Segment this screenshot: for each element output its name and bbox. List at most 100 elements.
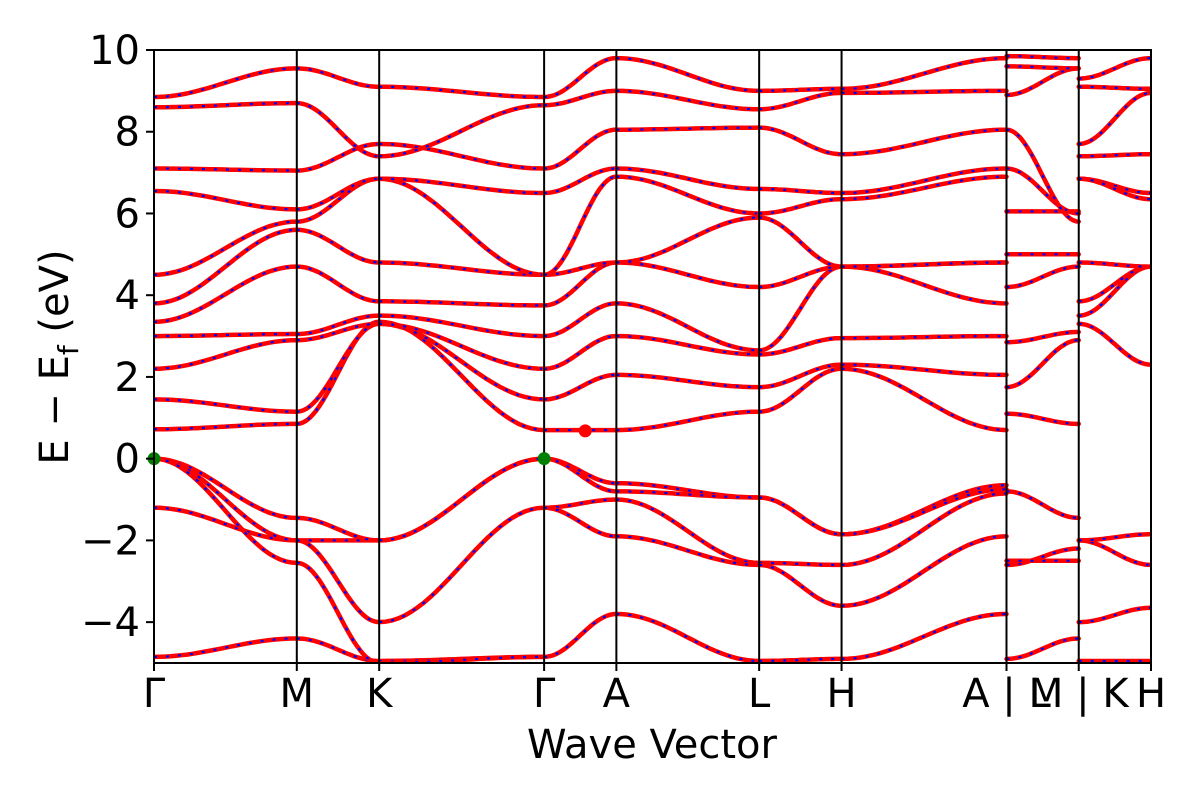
band-line: [1076, 264, 1151, 318]
band-line: [541, 611, 619, 660]
band-line: [839, 362, 1009, 378]
band-line-overlay: [1078, 261, 1151, 268]
band-line: [839, 366, 1009, 433]
band-line-overlay: [544, 128, 617, 170]
band-line: [294, 264, 382, 304]
x-tick-label: Γ: [533, 671, 556, 717]
band-line-overlay: [154, 228, 297, 305]
band-line-overlay: [1006, 265, 1079, 289]
band-line-overlay: [759, 126, 842, 156]
y-tick-label: 4: [115, 273, 140, 319]
band-line: [839, 260, 1009, 269]
band-line-overlay: [154, 637, 297, 658]
band-line-overlay: [1078, 153, 1151, 158]
band-line-overlay: [1078, 265, 1151, 303]
y-tick-label: 0: [115, 437, 140, 483]
band-line-overlay: [841, 612, 1007, 660]
band-line-overlay: [544, 57, 617, 99]
band-line: [839, 491, 1009, 568]
band-line-overlay: [616, 89, 760, 111]
band-line-overlay: [296, 142, 380, 172]
band-line-overlay: [841, 265, 1007, 305]
band-line-overlay: [616, 261, 760, 289]
band-line: [756, 125, 844, 157]
band-line-overlay: [759, 363, 842, 389]
band-line-overlay: [759, 563, 842, 607]
band-line: [376, 176, 547, 196]
band-line: [541, 333, 619, 372]
band-line: [1076, 321, 1151, 367]
band-line-overlay: [154, 265, 297, 323]
band-line-overlay: [154, 67, 297, 99]
band-line-overlay: [544, 506, 617, 538]
band-line: [839, 333, 1009, 341]
band-line-overlay: [616, 175, 760, 215]
band-line: [839, 174, 1009, 202]
band-line-overlay: [1006, 67, 1079, 97]
x-tick-label: M: [280, 671, 315, 717]
band-line: [294, 176, 382, 224]
band-line-overlay: [544, 302, 617, 338]
band-line: [376, 456, 547, 543]
band-line-overlay: [296, 516, 380, 542]
band-line: [376, 260, 547, 278]
band-line: [756, 495, 844, 537]
band-line-overlay: [543, 175, 617, 276]
band-line-overlay: [544, 612, 617, 658]
band-line-overlay: [759, 198, 842, 215]
band-line: [294, 66, 382, 90]
band-line-overlay: [1006, 65, 1079, 70]
band-line-overlay: [616, 612, 760, 663]
band-line-overlay: [1006, 330, 1079, 344]
x-tick-label: H: [1136, 671, 1166, 717]
band-line: [614, 611, 762, 663]
y-axis-label: E − Ef (eV): [32, 249, 85, 464]
band-line-overlay: [296, 102, 380, 158]
band-line: [294, 141, 382, 173]
y-tick-label: 6: [115, 191, 140, 237]
band-line: [614, 489, 762, 500]
band-line-overlay: [759, 265, 842, 289]
band-line-overlay: [154, 220, 297, 276]
band-line-overlay: [1078, 85, 1151, 90]
band-line: [839, 534, 1009, 609]
band-line-overlay: [1078, 177, 1151, 201]
band-line-overlay: [379, 177, 545, 276]
x-tick-label: M | K: [1029, 671, 1130, 717]
band-line-overlay: [759, 561, 842, 566]
band-line-overlay: [1006, 128, 1079, 223]
y-tick-label: 10: [89, 28, 140, 74]
band-line-overlay: [841, 488, 1007, 536]
band-line: [294, 560, 382, 663]
band-line-overlay: [1006, 490, 1079, 519]
x-tick-label: K: [366, 671, 394, 717]
band-line-overlay: [154, 339, 297, 370]
band-line: [376, 299, 547, 308]
band-line-overlay: [759, 265, 842, 352]
x-tick-label: Γ: [143, 671, 166, 717]
band-line: [294, 227, 382, 265]
band-line: [376, 141, 547, 171]
band-line-overlay: [759, 91, 842, 111]
band-line: [614, 215, 762, 265]
band-line-overlay: [296, 265, 380, 303]
band-line-overlay: [296, 228, 380, 264]
band-line-overlay: [616, 57, 760, 92]
band-line-overlay: [154, 457, 297, 542]
band-line-overlay: [616, 335, 760, 356]
band-line-overlay: [1078, 322, 1151, 366]
band-line-overlay: [1006, 412, 1079, 425]
band-line: [839, 88, 1009, 96]
band-line-overlay: [1006, 547, 1079, 566]
band-line-overlay: [759, 87, 842, 92]
band-line-overlay: [379, 104, 545, 158]
band-line: [839, 127, 1009, 157]
band-line-overlay: [544, 89, 617, 107]
band-line-overlay: [616, 410, 760, 432]
band-line-overlay: [759, 187, 842, 195]
x-axis-label: Wave Vector: [527, 722, 778, 768]
band-line: [376, 84, 547, 100]
band-line-overlay: [1078, 265, 1151, 317]
band-line-overlay: [544, 457, 617, 493]
